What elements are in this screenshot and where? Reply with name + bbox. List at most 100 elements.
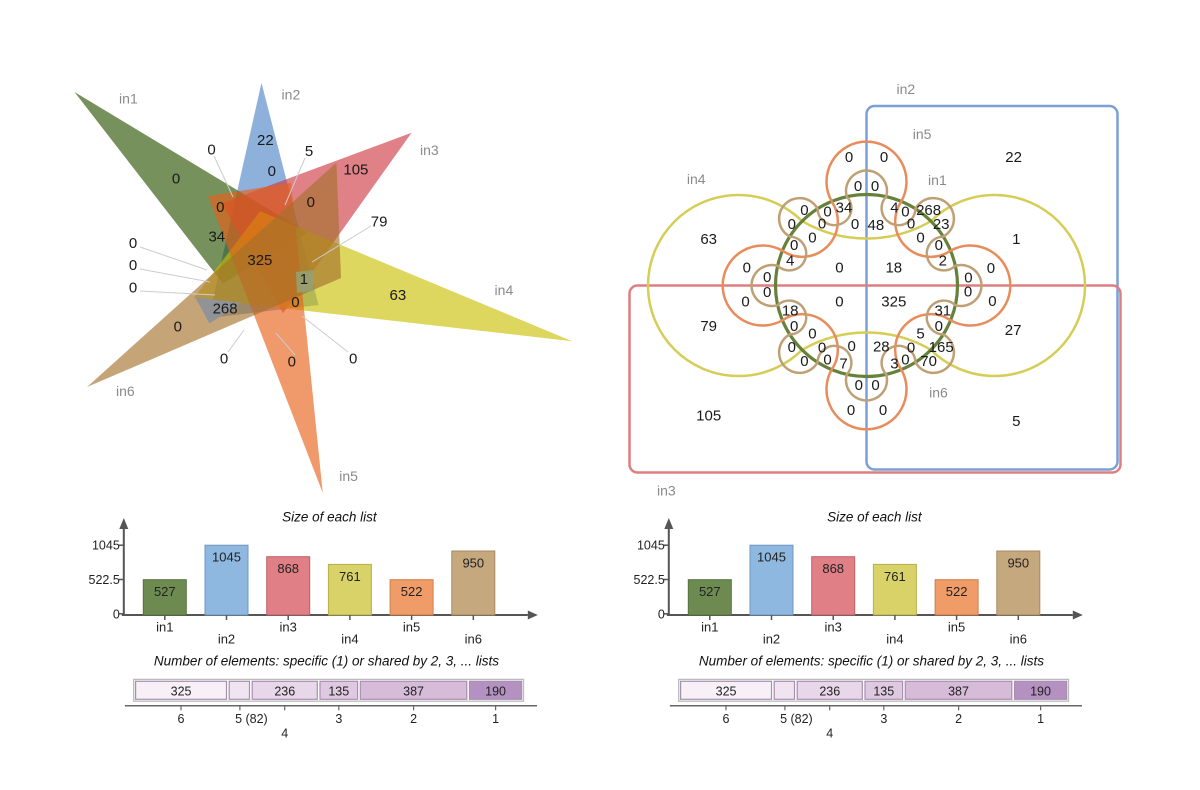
svg-text:34: 34 — [836, 200, 853, 217]
svg-text:31: 31 — [934, 303, 951, 320]
svg-text:2: 2 — [955, 712, 962, 726]
svg-text:in6: in6 — [1010, 632, 1027, 647]
svg-text:387: 387 — [403, 684, 424, 698]
svg-text:5: 5 — [916, 325, 924, 342]
svg-text:3: 3 — [890, 356, 898, 373]
svg-text:0: 0 — [879, 402, 887, 419]
svg-text:0: 0 — [788, 216, 796, 233]
svg-text:in6: in6 — [929, 384, 948, 400]
svg-text:527: 527 — [699, 584, 721, 599]
svg-text:0: 0 — [901, 352, 909, 369]
svg-text:in4: in4 — [886, 632, 903, 647]
svg-text:0: 0 — [743, 260, 751, 277]
svg-text:Size of each list: Size of each list — [282, 510, 378, 525]
svg-text:79: 79 — [371, 214, 388, 231]
svg-text:527: 527 — [154, 584, 176, 599]
svg-text:0: 0 — [988, 293, 996, 310]
svg-text:0: 0 — [855, 377, 863, 394]
svg-text:325: 325 — [247, 252, 272, 269]
svg-text:5 (82): 5 (82) — [780, 712, 813, 726]
svg-text:236: 236 — [274, 684, 295, 698]
svg-text:0: 0 — [763, 269, 771, 286]
svg-text:22: 22 — [257, 132, 274, 149]
svg-text:in3: in3 — [825, 620, 842, 635]
svg-text:325: 325 — [716, 684, 737, 698]
svg-text:0: 0 — [790, 237, 798, 254]
svg-text:in4: in4 — [687, 171, 706, 187]
svg-text:70: 70 — [920, 353, 937, 370]
svg-text:18: 18 — [782, 303, 799, 320]
svg-text:in4: in4 — [341, 632, 358, 647]
svg-text:3: 3 — [335, 712, 342, 726]
svg-text:0: 0 — [935, 237, 943, 254]
svg-text:0: 0 — [823, 352, 831, 369]
svg-text:0: 0 — [823, 203, 831, 220]
svg-text:236: 236 — [819, 684, 840, 698]
svg-text:0: 0 — [964, 270, 972, 287]
svg-text:0: 0 — [851, 216, 859, 233]
svg-text:1045: 1045 — [757, 550, 786, 565]
svg-text:in3: in3 — [420, 142, 439, 158]
svg-text:0: 0 — [916, 230, 924, 247]
svg-text:in3: in3 — [280, 620, 297, 635]
svg-text:7: 7 — [839, 356, 847, 373]
svg-text:0: 0 — [174, 319, 182, 336]
svg-text:in1: in1 — [156, 620, 173, 635]
svg-text:0: 0 — [307, 194, 315, 211]
svg-text:190: 190 — [1030, 684, 1051, 698]
svg-text:34: 34 — [208, 228, 225, 245]
svg-text:in2: in2 — [896, 81, 915, 97]
svg-text:135: 135 — [328, 684, 349, 698]
svg-text:0: 0 — [172, 171, 180, 188]
svg-text:0: 0 — [818, 216, 826, 233]
svg-text:0: 0 — [845, 149, 853, 166]
svg-text:0: 0 — [800, 202, 808, 219]
svg-text:1045: 1045 — [92, 539, 120, 553]
svg-text:868: 868 — [277, 561, 299, 576]
svg-text:4: 4 — [786, 253, 794, 270]
svg-text:22: 22 — [1005, 149, 1022, 166]
svg-text:23: 23 — [933, 216, 950, 233]
svg-text:0: 0 — [935, 318, 943, 335]
svg-text:0: 0 — [349, 350, 357, 367]
svg-text:0: 0 — [871, 178, 879, 195]
svg-text:2: 2 — [410, 712, 417, 726]
svg-text:1045: 1045 — [637, 539, 665, 553]
svg-text:325: 325 — [881, 293, 906, 310]
svg-text:0: 0 — [880, 149, 888, 166]
svg-text:63: 63 — [390, 287, 407, 304]
svg-text:in3: in3 — [657, 482, 676, 498]
svg-text:387: 387 — [948, 684, 969, 698]
svg-text:268: 268 — [213, 301, 238, 318]
svg-text:135: 135 — [873, 684, 894, 698]
svg-text:0: 0 — [763, 284, 771, 301]
svg-text:3: 3 — [880, 712, 887, 726]
svg-text:48: 48 — [868, 217, 885, 234]
svg-text:165: 165 — [929, 339, 954, 356]
svg-text:0: 0 — [788, 339, 796, 356]
svg-text:27: 27 — [1005, 322, 1022, 339]
svg-text:0: 0 — [835, 260, 843, 277]
svg-text:in1: in1 — [119, 91, 138, 107]
svg-text:in2: in2 — [763, 632, 780, 647]
svg-text:0: 0 — [207, 141, 215, 158]
svg-text:0: 0 — [790, 318, 798, 335]
svg-text:0: 0 — [808, 325, 816, 342]
svg-text:0: 0 — [848, 338, 856, 355]
svg-text:0: 0 — [901, 203, 909, 220]
svg-text:in6: in6 — [465, 632, 482, 647]
svg-text:1: 1 — [492, 712, 499, 726]
svg-text:522: 522 — [946, 584, 968, 599]
svg-text:0: 0 — [741, 294, 749, 311]
svg-text:0: 0 — [854, 178, 862, 195]
svg-text:0: 0 — [800, 353, 808, 370]
svg-text:4: 4 — [826, 727, 833, 741]
svg-text:0: 0 — [216, 199, 224, 216]
svg-text:in5: in5 — [913, 126, 932, 142]
svg-text:6: 6 — [178, 712, 185, 726]
svg-text:4: 4 — [890, 200, 898, 217]
svg-text:1: 1 — [300, 271, 308, 288]
svg-text:0: 0 — [808, 230, 816, 247]
svg-text:Size of each list: Size of each list — [827, 510, 923, 525]
svg-text:0: 0 — [113, 607, 120, 621]
